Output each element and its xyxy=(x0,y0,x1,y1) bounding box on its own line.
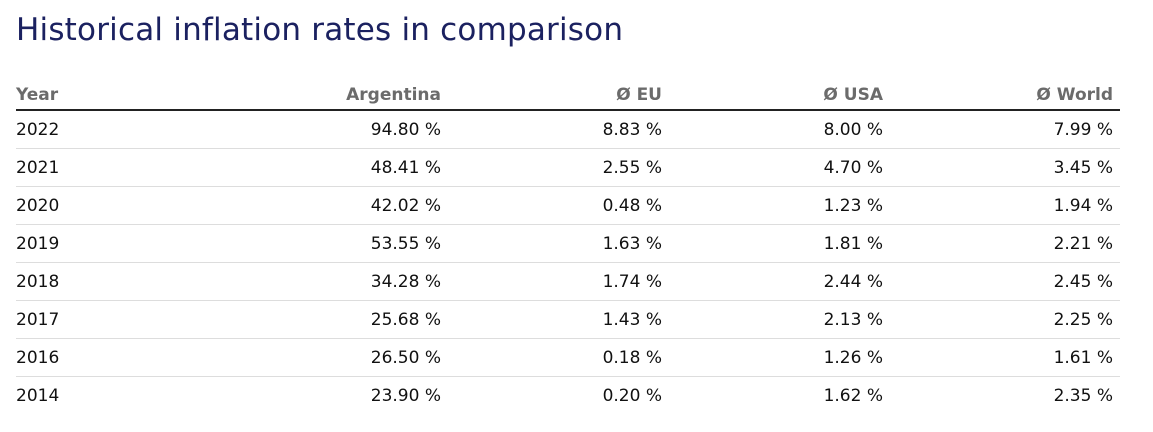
rate-cell: 0.20 % xyxy=(602,385,662,406)
rate-cell: 94.80 % xyxy=(216,110,441,149)
rate-cell: 2.25 % xyxy=(883,300,1120,339)
rate-cell: 4.70 % xyxy=(662,148,883,187)
table-row: 2018 34.28 % 1.74 % 2.44 % 2.45 % xyxy=(16,262,1120,301)
rate-cell: 1.62 % xyxy=(823,385,883,406)
rate-cell: 1.61 % xyxy=(883,338,1120,377)
table-row: 2022 94.80 % 8.83 % 8.00 % 7.99 % xyxy=(16,110,1120,149)
year-cell: 2017 xyxy=(16,300,216,339)
rate-cell: 1.43 % xyxy=(441,300,662,339)
rate-cell: 1.81 % xyxy=(662,224,883,263)
column-header: Ø USA xyxy=(662,80,883,111)
rate-cell: 23.90 % xyxy=(370,385,441,406)
table-body: 2022 94.80 % 8.83 % 8.00 % 7.99 % 2021 48.41 %… xyxy=(16,110,1120,414)
year-cell: 2019 xyxy=(16,224,216,263)
rate-cell: 3.45 % xyxy=(883,148,1120,187)
rate-cell: 0.18 % xyxy=(441,338,662,377)
rate-cell: 48.41 % xyxy=(216,148,441,187)
column-header: Ø World xyxy=(883,80,1120,111)
year-cell: 2021 xyxy=(16,148,216,187)
rate-cell: 42.02 % xyxy=(216,186,441,225)
rate-cell: 26.50 % xyxy=(216,338,441,377)
rate-cell: 2.21 % xyxy=(883,224,1120,263)
rate-cell: 8.83 % xyxy=(441,110,662,149)
table-row: 2014 23.90 % 0.20 % 1.62 % 2.35 % xyxy=(16,377,1120,415)
rate-cell: 2.55 % xyxy=(441,148,662,187)
column-header: Argentina xyxy=(216,80,441,111)
title: Historical inflation rates in comparison xyxy=(16,12,624,48)
year-cell: 2016 xyxy=(16,338,216,377)
year-cell: 2022 xyxy=(16,110,216,149)
rate-cell: 34.28 % xyxy=(216,262,441,301)
rate-cell: 25.68 % xyxy=(216,300,441,339)
rate-cell: 2.35 % xyxy=(1053,385,1113,406)
year-cell: 2018 xyxy=(16,262,216,301)
rate-cell: 2.45 % xyxy=(883,262,1120,301)
rate-cell: 2.44 % xyxy=(662,262,883,301)
table-row: 2021 48.41 % 2.55 % 4.70 % 3.45 % xyxy=(16,148,1120,187)
table-row: 2019 53.55 % 1.63 % 1.81 % 2.21 % xyxy=(16,224,1120,263)
table-row: 2016 26.50 % 0.18 % 1.26 % 1.61 % xyxy=(16,338,1120,377)
year-cell: 2014 xyxy=(16,385,60,406)
rate-cell: 53.55 % xyxy=(216,224,441,263)
rate-cell: 2.13 % xyxy=(662,300,883,339)
table-row: 2017 25.68 % 1.43 % 2.13 % 2.25 % xyxy=(16,300,1120,339)
table-row: 2020 42.02 % 0.48 % 1.23 % 1.94 % xyxy=(16,186,1120,225)
rate-cell: 8.00 % xyxy=(662,110,883,149)
column-header: Year xyxy=(16,80,216,111)
rate-cell: 1.23 % xyxy=(662,186,883,225)
rate-cell: 7.99 % xyxy=(883,110,1120,149)
table-header: Year Argentina Ø EU Ø USA Ø World xyxy=(16,80,1120,111)
rate-cell: 1.94 % xyxy=(883,186,1120,225)
inflation-table: Year Argentina Ø EU Ø USA Ø World 2022 94.80 … xyxy=(16,80,1120,414)
rate-cell: 1.74 % xyxy=(441,262,662,301)
header-row: Year Argentina Ø EU Ø USA Ø World xyxy=(16,80,1120,111)
rate-cell: 0.48 % xyxy=(441,186,662,225)
rate-cell: 1.26 % xyxy=(662,338,883,377)
rate-cell: 1.63 % xyxy=(441,224,662,263)
column-header: Ø EU xyxy=(441,80,662,111)
year-cell: 2020 xyxy=(16,186,216,225)
